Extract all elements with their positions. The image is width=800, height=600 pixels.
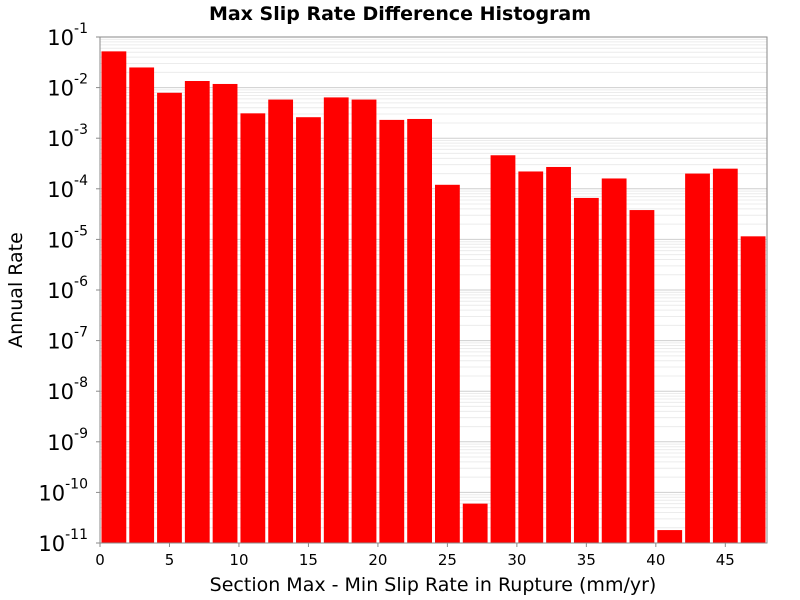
histogram-bar xyxy=(601,178,627,543)
histogram-bar xyxy=(435,184,460,543)
y-tick-label: 10-1 xyxy=(47,21,88,50)
y-tick-label: 10-10 xyxy=(38,476,88,505)
histogram-bar xyxy=(573,197,599,543)
y-tick-label: 10-3 xyxy=(47,122,88,151)
x-tick-label: 5 xyxy=(165,551,175,569)
y-tick-label: 10-2 xyxy=(47,72,88,101)
x-tick-label: 35 xyxy=(577,551,596,569)
histogram-bar xyxy=(240,113,266,543)
histogram-bar xyxy=(379,119,405,543)
histogram-bar xyxy=(462,503,488,543)
x-tick-label: 40 xyxy=(646,551,665,569)
x-axis-ticks: 0 5 10 15 20 25 30 35 40 45 xyxy=(95,543,735,569)
y-tick-label: 10-6 xyxy=(47,274,88,303)
y-axis-ticks: 10-1 10-2 10-3 10-4 10-5 10-6 10-7 10-8 10-9 10-1… xyxy=(38,21,100,556)
y-tick-label: 10-8 xyxy=(47,375,88,404)
histogram-bar xyxy=(351,99,377,543)
x-tick-label: 45 xyxy=(716,551,735,569)
y-tick-label: 10-5 xyxy=(47,223,88,252)
histogram-bar xyxy=(657,530,683,543)
histogram-bar xyxy=(518,171,544,543)
y-tick-label: 10-11 xyxy=(38,527,88,556)
histogram-bar xyxy=(712,168,738,543)
histogram-bar xyxy=(184,81,210,543)
y-axis-label: Annual Rate xyxy=(5,232,27,348)
y-tick-label: 10-4 xyxy=(47,173,88,202)
histogram-bar xyxy=(212,83,238,543)
histogram-bar xyxy=(268,99,294,543)
y-tick-label: 10-7 xyxy=(47,325,88,354)
x-tick-label: 25 xyxy=(438,551,457,569)
histogram-bar xyxy=(629,210,655,544)
x-tick-label: 20 xyxy=(368,551,387,569)
histogram-bar xyxy=(101,51,127,543)
histogram-bar xyxy=(157,92,182,544)
histogram-bar xyxy=(740,236,766,544)
histogram-bar xyxy=(685,173,710,544)
histogram-bar xyxy=(490,155,516,543)
y-tick-label: 10-9 xyxy=(47,426,88,455)
x-axis-label: Section Max - Min Slip Rate in Rupture (… xyxy=(210,574,657,596)
histogram-bar xyxy=(407,118,432,544)
x-tick-label: 10 xyxy=(229,551,248,569)
histogram-bar xyxy=(546,166,571,543)
bars-group xyxy=(101,51,766,544)
histogram-bar xyxy=(129,67,155,543)
histogram-bar xyxy=(323,97,349,544)
x-tick-label: 0 xyxy=(95,551,105,569)
chart-title: Max Slip Rate Difference Histogram xyxy=(209,3,591,25)
x-tick-label: 15 xyxy=(299,551,318,569)
histogram-bar xyxy=(296,117,321,544)
x-tick-label: 30 xyxy=(507,551,526,569)
